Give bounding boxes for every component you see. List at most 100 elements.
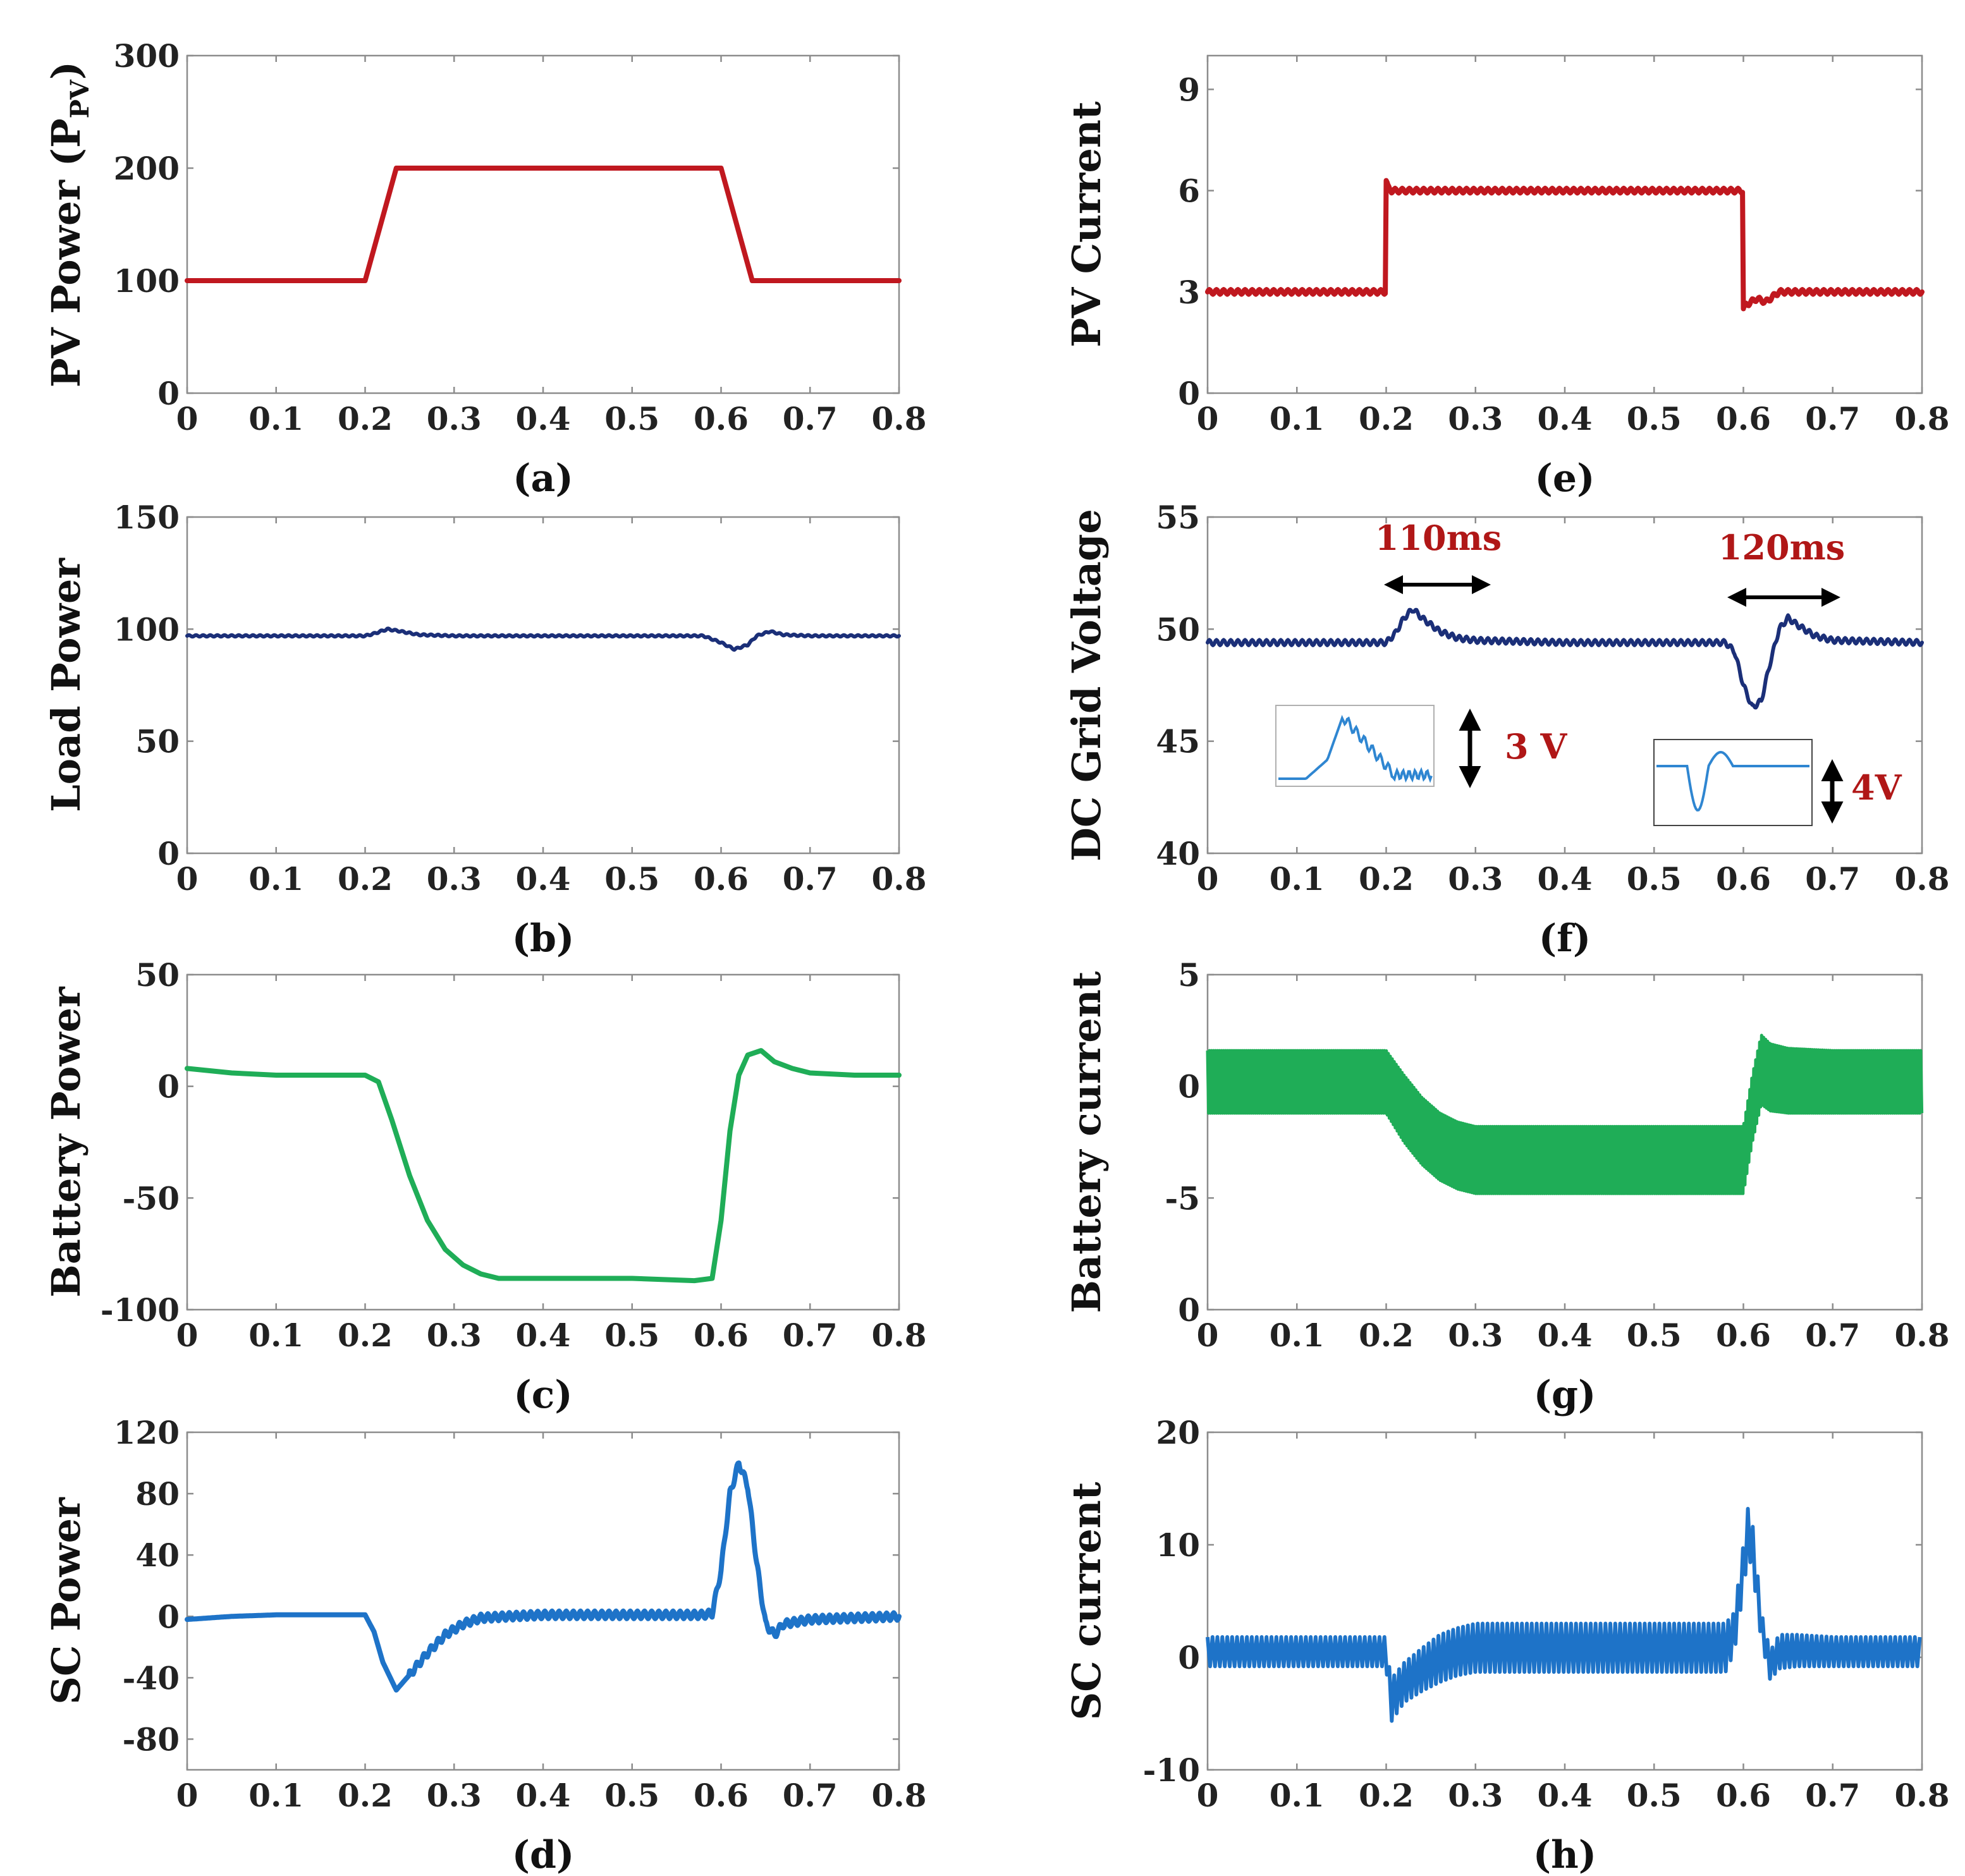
x-tick-label: 0.6: [694, 860, 749, 898]
panel-caption: (e): [1535, 456, 1595, 501]
chart-e: 0 0.1 0.2 0.3 0.4 0.5 0.6 0.7 0.8 0 3 6 9 PV Current (…: [1063, 54, 1950, 501]
y-axis-label-text: SC Power: [43, 1497, 89, 1705]
x-tick-label: 0.4: [516, 1317, 571, 1354]
y-tick-label: 55: [1156, 499, 1200, 536]
annotation-120ms: 120ms: [1718, 527, 1845, 568]
inset-box-dip: [1653, 739, 1813, 826]
x-tick-label: 0.3: [1448, 400, 1503, 437]
x-tick-label: 0.2: [338, 1317, 393, 1354]
y-axis-label: DC Grid Voltage: [1063, 509, 1110, 862]
y-tick-label: 120: [114, 1414, 180, 1451]
y-tick-label: 150: [114, 499, 180, 536]
x-tick-label: 0.7: [783, 860, 838, 898]
y-tick-label: 0: [157, 1068, 180, 1106]
x-tick-label: 0.8: [872, 1777, 927, 1814]
x-tick-label: 0.3: [1448, 1317, 1503, 1354]
x-tick-label: 0.3: [427, 1777, 482, 1814]
y-tick-label: 10: [1156, 1526, 1200, 1564]
x-tick-label: 0: [176, 1777, 199, 1814]
y-tick-label: -40: [123, 1659, 180, 1696]
x-tick-label: 0.8: [1895, 1777, 1950, 1814]
x-tick-label: 0.7: [1805, 1777, 1860, 1814]
x-tick-label: 0: [1197, 860, 1219, 898]
y-tick-label: 40: [1156, 835, 1200, 872]
y-tick-label: 45: [1156, 723, 1200, 760]
x-tick-label: 0.3: [1448, 1777, 1503, 1814]
chart-c: 0 0.1 0.2 0.3 0.4 0.5 0.6 0.7 0.8 -100 -50 0 50 Batte…: [43, 956, 927, 1417]
x-tick-label: 0.4: [1538, 1317, 1593, 1354]
y-tick-label: -50: [123, 1179, 180, 1217]
x-tick-label: 0.1: [248, 860, 303, 898]
y-axis-label-text: SC current: [1063, 1482, 1110, 1720]
x-tick-label: 0.5: [604, 400, 659, 437]
y-axis-label-text: Battery current: [1063, 971, 1110, 1313]
y-tick-label: 20: [1156, 1414, 1200, 1451]
x-tick-label: 0.5: [1627, 400, 1682, 437]
x-tick-label: 0.6: [694, 400, 749, 437]
y-tick-label: 50: [135, 956, 180, 994]
y-axis-label: Load Power: [43, 557, 89, 812]
panel-caption: (d): [512, 1833, 575, 1876]
x-tick-label: 0.7: [1805, 1317, 1860, 1354]
x-tick-label: 0.1: [1270, 860, 1325, 898]
chart-a: 0 0.1 0.2 0.3 0.4 0.5 0.6 0.7 0.8 0 100 200 300 PV Po…: [43, 37, 927, 501]
y-tick-label: 0: [1178, 1068, 1200, 1106]
x-tick-label: 0.5: [1627, 860, 1682, 898]
x-tick-label: 0.4: [516, 1777, 571, 1814]
x-tick-label: 0.5: [1627, 1317, 1682, 1354]
x-tick-label: 0: [1197, 1317, 1219, 1354]
x-tick-label: 0.6: [694, 1317, 749, 1354]
y-tick-label: 200: [114, 150, 180, 187]
x-tick-label: 0.5: [604, 1777, 659, 1814]
x-tick-label: 0.1: [1270, 400, 1325, 437]
x-tick-label: 0.1: [248, 1317, 303, 1354]
y-tick-label: 6: [1178, 173, 1200, 210]
y-tick-label: 0: [157, 375, 180, 412]
x-tick-label: 0.4: [1538, 400, 1593, 437]
x-tick-label: 0.4: [1538, 860, 1593, 898]
x-tick-label: 0.8: [1895, 860, 1950, 898]
chart-b: 0 0.1 0.2 0.3 0.4 0.5 0.6 0.7 0.8 0 50 100 150 Load P…: [43, 499, 927, 961]
y-tick-label: 0: [1178, 375, 1200, 412]
x-tick-label: 0.3: [427, 860, 482, 898]
x-tick-label: 0.7: [1805, 860, 1860, 898]
y-tick-label: 9: [1178, 71, 1200, 108]
y-axis-label-end: ): [43, 61, 89, 80]
y-axis-label-text: Load Power: [43, 557, 89, 812]
x-tick-label: 0.8: [1895, 400, 1950, 437]
x-tick-label: 0.2: [1359, 400, 1414, 437]
y-tick-label: 50: [1156, 611, 1200, 648]
x-tick-label: 0: [176, 860, 199, 898]
x-tick-label: 0.6: [1716, 1317, 1771, 1354]
x-tick-label: 0.1: [1270, 1777, 1325, 1814]
y-axis-label: Battery current: [1063, 971, 1110, 1313]
y-tick-label: 3: [1178, 274, 1200, 311]
x-tick-label: 0.5: [1627, 1777, 1682, 1814]
x-tick-label: 0.1: [1270, 1317, 1325, 1354]
x-tick-label: 0.4: [516, 860, 571, 898]
y-axis-label: Battery Power: [43, 986, 89, 1298]
y-tick-label: 40: [135, 1537, 180, 1574]
x-tick-label: 0.7: [1805, 400, 1860, 437]
y-tick-label: 100: [114, 262, 180, 300]
x-tick-label: 0.7: [783, 1777, 838, 1814]
annotation-4v: 4V: [1851, 767, 1902, 808]
panel-caption: (h): [1533, 1833, 1596, 1876]
x-tick-label: 0: [176, 400, 199, 437]
panel-caption: (a): [513, 456, 573, 501]
x-tick-label: 0.2: [1359, 860, 1414, 898]
y-axis-label-text: Battery Power: [43, 986, 89, 1298]
annotation-110ms: 110ms: [1375, 518, 1502, 558]
x-tick-label: 0.1: [248, 1777, 303, 1814]
x-tick-label: 0.4: [1538, 1777, 1593, 1814]
y-axis-label: PV Power (PPV): [43, 61, 95, 387]
x-tick-label: 0.1: [248, 400, 303, 437]
series-line: [1206, 607, 1924, 710]
series-line: [1206, 1033, 1924, 1195]
annotation-3v: 3 V: [1505, 726, 1567, 767]
y-tick-label: 300: [114, 37, 180, 75]
y-axis-label: PV Current: [1063, 101, 1110, 348]
x-tick-label: 0.3: [427, 400, 482, 437]
y-axis-label: SC Power: [43, 1497, 89, 1705]
